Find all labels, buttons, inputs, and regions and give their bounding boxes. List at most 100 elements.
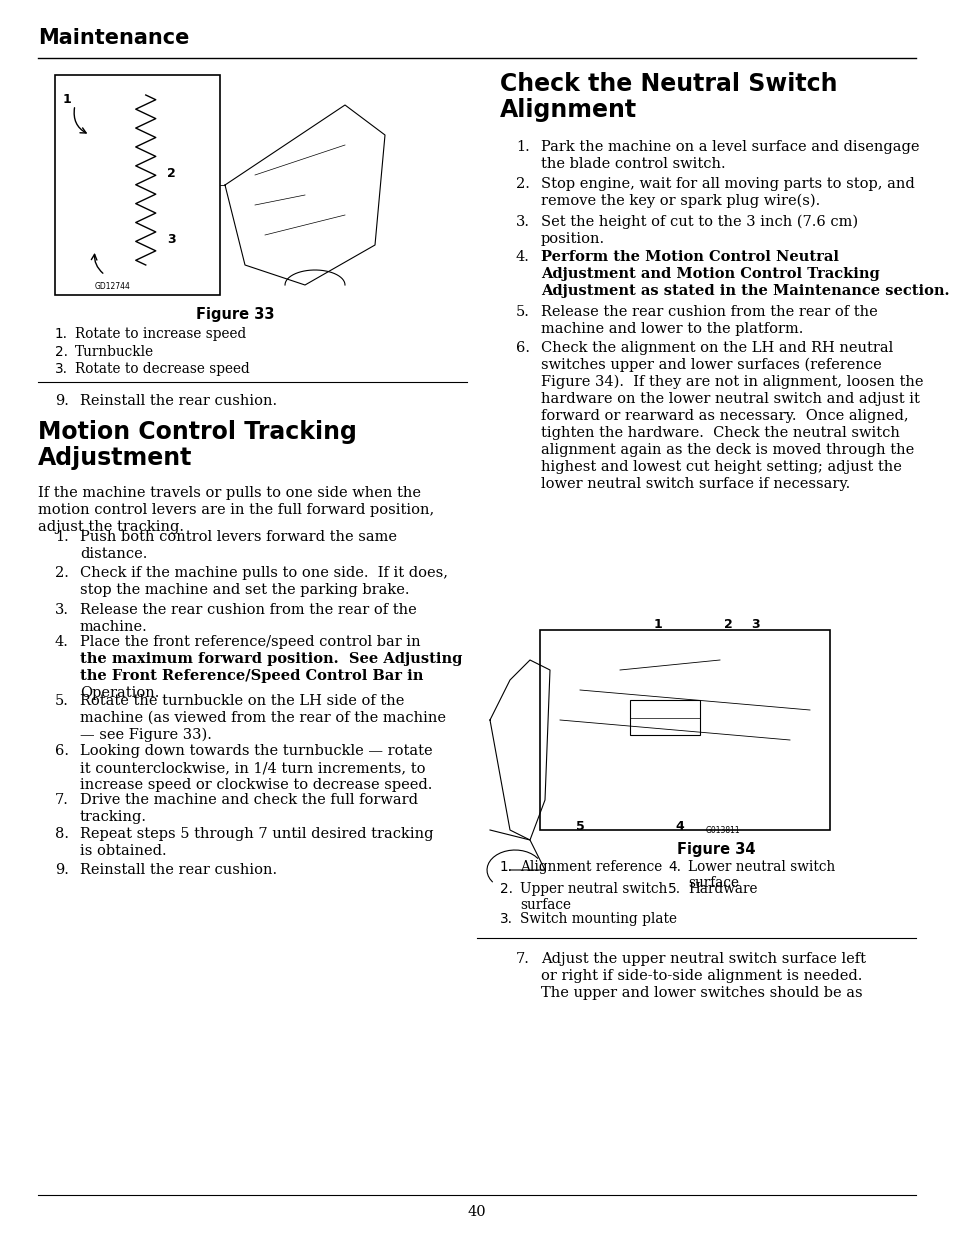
Text: 4.: 4.: [667, 860, 680, 874]
Text: 2: 2: [723, 618, 732, 631]
Text: Place the front reference/speed control bar in: Place the front reference/speed control …: [80, 635, 420, 650]
Text: 3.: 3.: [516, 215, 530, 228]
Text: Rotate to increase speed: Rotate to increase speed: [75, 327, 246, 341]
Text: Hardware: Hardware: [687, 882, 757, 897]
Text: 1: 1: [653, 618, 661, 631]
Text: If the machine travels or pulls to one side when the: If the machine travels or pulls to one s…: [38, 487, 420, 500]
Text: Maintenance: Maintenance: [38, 28, 190, 48]
Text: Push both control levers forward the same: Push both control levers forward the sam…: [80, 530, 396, 543]
Text: 3.: 3.: [499, 911, 513, 926]
Text: it counterclockwise, in 1/4 turn increments, to: it counterclockwise, in 1/4 turn increme…: [80, 761, 425, 776]
Text: 40: 40: [467, 1205, 486, 1219]
Text: 2.: 2.: [516, 177, 529, 191]
Text: surface: surface: [687, 876, 739, 890]
Text: 7.: 7.: [55, 793, 69, 806]
Text: 3.: 3.: [55, 603, 69, 618]
Text: 4.: 4.: [55, 635, 69, 650]
Text: — see Figure 33).: — see Figure 33).: [80, 727, 212, 742]
Text: 4: 4: [675, 820, 683, 832]
Text: Perform the Motion Control Neutral: Perform the Motion Control Neutral: [540, 249, 838, 264]
Text: Looking down towards the turnbuckle — rotate: Looking down towards the turnbuckle — ro…: [80, 743, 432, 758]
Text: Release the rear cushion from the rear of the: Release the rear cushion from the rear o…: [540, 305, 877, 319]
Bar: [55, 75, 220, 295]
Text: increase speed or clockwise to decrease speed.: increase speed or clockwise to decrease …: [80, 778, 432, 792]
Text: Figure 34: Figure 34: [676, 842, 755, 857]
Text: Check the Neutral Switch: Check the Neutral Switch: [499, 72, 837, 96]
Text: 2.: 2.: [499, 882, 513, 897]
Text: Rotate the turnbuckle on the LH side of the: Rotate the turnbuckle on the LH side of …: [80, 694, 404, 708]
Text: 1: 1: [63, 93, 71, 106]
Text: tracking.: tracking.: [80, 810, 147, 824]
Text: or right if side-to-side alignment is needed.: or right if side-to-side alignment is ne…: [540, 969, 862, 983]
Text: Turnbuckle: Turnbuckle: [75, 345, 154, 359]
Text: 7.: 7.: [516, 952, 529, 966]
Text: the maximum forward position.  See Adjusting: the maximum forward position. See Adjust…: [80, 652, 462, 666]
Text: 2.: 2.: [55, 566, 69, 580]
Text: 1.: 1.: [55, 530, 69, 543]
Text: 2: 2: [167, 168, 175, 180]
Text: Upper neutral switch: Upper neutral switch: [519, 882, 667, 897]
Text: position.: position.: [540, 232, 604, 246]
Text: 5: 5: [575, 820, 584, 832]
Text: Adjust the upper neutral switch surface left: Adjust the upper neutral switch surface …: [540, 952, 865, 966]
Text: Adjustment and Motion Control Tracking: Adjustment and Motion Control Tracking: [540, 267, 879, 282]
Text: Switch mounting plate: Switch mounting plate: [519, 911, 677, 926]
Text: tighten the hardware.  Check the neutral switch: tighten the hardware. Check the neutral …: [540, 426, 899, 440]
Text: Adjustment as stated in the Maintenance section.: Adjustment as stated in the Maintenance …: [540, 284, 948, 298]
Text: Figure 34).  If they are not in alignment, loosen the: Figure 34). If they are not in alignment…: [540, 375, 923, 389]
Text: hardware on the lower neutral switch and adjust it: hardware on the lower neutral switch and…: [540, 391, 919, 406]
Text: Alignment: Alignment: [499, 98, 637, 122]
Text: machine.: machine.: [80, 620, 148, 634]
Text: the Front Reference/Speed Control Bar in: the Front Reference/Speed Control Bar in: [80, 669, 423, 683]
Text: machine and lower to the platform.: machine and lower to the platform.: [540, 322, 802, 336]
Text: switches upper and lower surfaces (reference: switches upper and lower surfaces (refer…: [540, 358, 881, 373]
Text: 1.: 1.: [516, 140, 529, 154]
Text: surface: surface: [519, 898, 571, 911]
Text: 3.: 3.: [55, 362, 68, 375]
Text: 1.: 1.: [499, 860, 513, 874]
Text: Figure 33: Figure 33: [195, 308, 274, 322]
Text: lower neutral switch surface if necessary.: lower neutral switch surface if necessar…: [540, 477, 849, 492]
Text: 5.: 5.: [55, 694, 69, 708]
Text: Check the alignment on the LH and RH neutral: Check the alignment on the LH and RH neu…: [540, 341, 892, 354]
Text: Alignment reference: Alignment reference: [519, 860, 661, 874]
Text: remove the key or spark plug wire(s).: remove the key or spark plug wire(s).: [540, 194, 820, 209]
Text: 9.: 9.: [55, 863, 69, 877]
Text: Operation.: Operation.: [80, 685, 159, 700]
Text: 4.: 4.: [516, 249, 529, 264]
Text: 6.: 6.: [55, 743, 69, 758]
Text: alignment again as the deck is moved through the: alignment again as the deck is moved thr…: [540, 443, 913, 457]
Text: 5.: 5.: [516, 305, 529, 319]
Text: Repeat steps 5 through 7 until desired tracking: Repeat steps 5 through 7 until desired t…: [80, 827, 433, 841]
Text: stop the machine and set the parking brake.: stop the machine and set the parking bra…: [80, 583, 409, 597]
Text: Adjustment: Adjustment: [38, 446, 193, 471]
Text: 2.: 2.: [55, 345, 68, 359]
Text: Motion Control Tracking: Motion Control Tracking: [38, 420, 356, 445]
Bar: [629, 700, 700, 735]
Text: Reinstall the rear cushion.: Reinstall the rear cushion.: [80, 394, 276, 408]
Text: Reinstall the rear cushion.: Reinstall the rear cushion.: [80, 863, 276, 877]
Text: Drive the machine and check the full forward: Drive the machine and check the full for…: [80, 793, 417, 806]
Text: 3: 3: [167, 233, 175, 247]
Text: 8.: 8.: [55, 827, 69, 841]
Text: The upper and lower switches should be as: The upper and lower switches should be a…: [540, 986, 862, 1000]
Text: G013811: G013811: [704, 826, 740, 835]
Text: Lower neutral switch: Lower neutral switch: [687, 860, 835, 874]
Text: forward or rearward as necessary.  Once aligned,: forward or rearward as necessary. Once a…: [540, 409, 907, 424]
Text: motion control levers are in the full forward position,: motion control levers are in the full fo…: [38, 503, 434, 517]
Text: 5.: 5.: [667, 882, 680, 897]
Text: 9.: 9.: [55, 394, 69, 408]
Text: Release the rear cushion from the rear of the: Release the rear cushion from the rear o…: [80, 603, 416, 618]
Text: adjust the tracking.: adjust the tracking.: [38, 520, 184, 534]
Text: 3: 3: [751, 618, 760, 631]
Text: Park the machine on a level surface and disengage: Park the machine on a level surface and …: [540, 140, 919, 154]
Text: Rotate to decrease speed: Rotate to decrease speed: [75, 362, 250, 375]
Text: Check if the machine pulls to one side.  If it does,: Check if the machine pulls to one side. …: [80, 566, 448, 580]
Text: 1.: 1.: [55, 327, 68, 341]
Text: machine (as viewed from the rear of the machine: machine (as viewed from the rear of the …: [80, 711, 446, 725]
Text: GD12744: GD12744: [95, 282, 131, 291]
Bar: [539, 630, 829, 830]
Text: highest and lowest cut height setting; adjust the: highest and lowest cut height setting; a…: [540, 459, 901, 474]
Text: 6.: 6.: [516, 341, 530, 354]
Text: Set the height of cut to the 3 inch (7.6 cm): Set the height of cut to the 3 inch (7.6…: [540, 215, 858, 230]
